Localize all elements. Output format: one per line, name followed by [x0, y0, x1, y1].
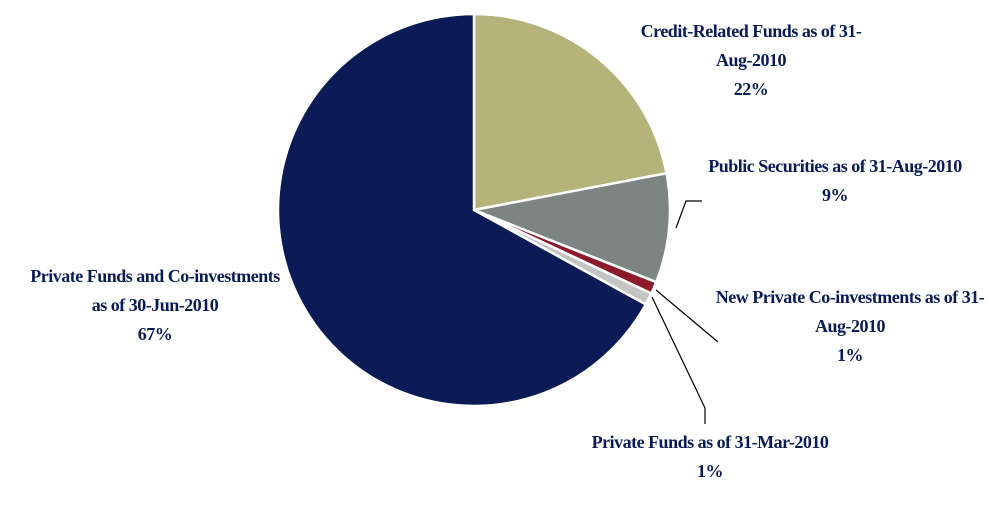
pie-slice	[276, 12, 648, 408]
slice-label: Private Funds as of 31-Mar-2010 1%	[560, 428, 860, 486]
value-label: 22%	[733, 79, 769, 99]
leader-line	[651, 296, 706, 424]
category-label: Credit-Related Funds as of 31-Aug-2010	[640, 21, 862, 70]
value-label: 9%	[822, 185, 849, 205]
value-label: 67%	[137, 324, 173, 344]
category-label: Public Securities as of 31-Aug-2010	[708, 156, 962, 176]
slice-label: Credit-Related Funds as of 31-Aug-2010 2…	[596, 17, 906, 104]
category-label: Private Funds and Co-investments as of 3…	[30, 266, 280, 315]
category-label: Private Funds as of 31-Mar-2010	[591, 432, 829, 452]
value-label: 1%	[697, 461, 724, 481]
pie-slice	[472, 12, 668, 212]
slice-label: Public Securities as of 31-Aug-2010 9%	[690, 152, 980, 210]
leader-line	[675, 200, 702, 229]
slice-label: New Private Co-investments as of 31-Aug-…	[710, 283, 990, 370]
category-label: New Private Co-investments as of 31-Aug-…	[715, 287, 985, 336]
pie-slice	[469, 171, 672, 284]
leader-line	[655, 289, 719, 343]
value-label: 1%	[837, 345, 864, 365]
slice-label: Private Funds and Co-investments as of 3…	[20, 262, 290, 349]
